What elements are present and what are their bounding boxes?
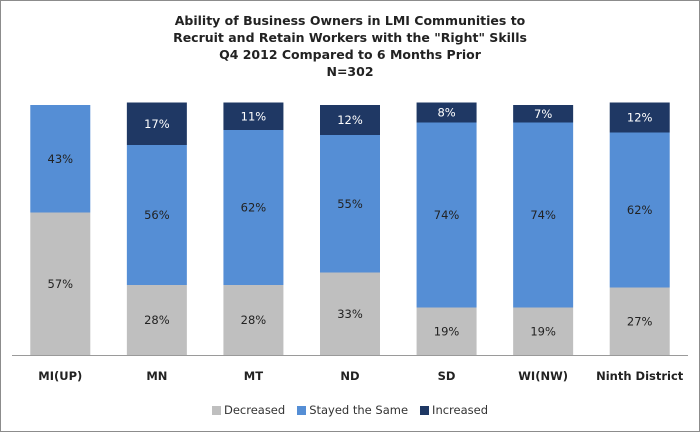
- x-tick-label-ninth-district: Ninth District: [596, 369, 684, 383]
- bar-segment-sd-decreased: [416, 307, 477, 355]
- bar-segment-mt-stayed-the-same: [223, 130, 284, 285]
- bar-segment-wi-nw-decreased: [513, 307, 574, 355]
- x-tick-label-sd: SD: [438, 369, 456, 383]
- data-label-mi-up-decreased: 57%: [48, 277, 74, 291]
- chart-title-line-2: Recruit and Retain Workers with the "Rig…: [173, 30, 527, 45]
- legend-swatch-stayed-the-same: [297, 405, 307, 415]
- data-label-sd-decreased: 19%: [434, 324, 460, 338]
- data-label-mn-stayed-the-same: 56%: [144, 208, 170, 222]
- data-label-wi-nw-decreased: 19%: [530, 324, 556, 338]
- x-tick-label-mi-up: MI(UP): [38, 369, 82, 383]
- bar-segment-mn-stayed-the-same: [126, 145, 187, 285]
- bar-segment-nd-increased: [320, 105, 380, 135]
- data-label-ninth-district-stayed-the-same: 62%: [627, 203, 653, 217]
- data-label-nd-stayed-the-same: 55%: [337, 197, 363, 211]
- chart-title: Ability of Business Owners in LMI Commun…: [0, 12, 700, 80]
- data-label-sd-increased: 8%: [437, 106, 455, 120]
- x-tick-label-wi-nw: WI(NW): [518, 369, 568, 383]
- bar-segment-wi-nw-stayed-the-same: [513, 122, 574, 308]
- bar-segment-mn-increased: [126, 102, 187, 145]
- bar-segment-ninth-district-increased: [609, 102, 670, 133]
- bar-segment-mt-increased: [223, 102, 284, 130]
- bar-segment-mi-up-decreased: [30, 212, 91, 355]
- data-label-wi-nw-stayed-the-same: 74%: [530, 208, 556, 222]
- bar-segment-sd-increased: [416, 102, 477, 123]
- data-label-ninth-district-decreased: 27%: [627, 314, 653, 328]
- x-tick-label-nd: ND: [340, 369, 359, 383]
- data-label-mt-decreased: 28%: [241, 313, 267, 327]
- legend-label-stayed-the-same: Stayed the Same: [309, 403, 409, 417]
- data-label-ninth-district-increased: 12%: [627, 111, 653, 125]
- bar-segment-ninth-district-stayed-the-same: [609, 132, 670, 288]
- bar-segment-nd-stayed-the-same: [320, 135, 380, 273]
- legend-item-stayed-the-same: Stayed the Same: [297, 403, 408, 417]
- bar-segment-wi-nw-increased: [513, 105, 574, 123]
- legend-label-decreased: Decreased: [223, 403, 286, 417]
- x-tick-label-mn: MN: [146, 369, 167, 383]
- data-label-mn-decreased: 28%: [144, 313, 170, 327]
- legend-item-increased: Increased: [420, 403, 488, 417]
- legend-label-increased: Increased: [432, 403, 489, 417]
- bar-segment-ninth-district-decreased: [609, 287, 670, 355]
- data-label-wi-nw-increased: 7%: [534, 107, 552, 121]
- chart-legend: Decreased Stayed the Same Increased: [0, 403, 700, 417]
- bar-segment-mt-decreased: [223, 285, 284, 355]
- data-label-mi-up-stayed-the-same: 43%: [48, 152, 74, 166]
- chart-title-line-4: N=302: [326, 64, 374, 79]
- data-label-nd-increased: 12%: [337, 113, 363, 127]
- chart-title-line-1: Ability of Business Owners in LMI Commun…: [174, 13, 526, 28]
- chart-title-line-3: Q4 2012 Compared to 6 Months Prior: [219, 47, 481, 62]
- data-label-mt-increased: 11%: [241, 109, 267, 123]
- legend-swatch-increased: [420, 405, 430, 415]
- legend-swatch-decreased: [211, 405, 221, 415]
- bar-segment-nd-decreased: [320, 272, 380, 355]
- bar-segment-mn-decreased: [126, 285, 187, 355]
- data-label-mt-stayed-the-same: 62%: [241, 201, 267, 215]
- data-label-sd-stayed-the-same: 74%: [434, 208, 460, 222]
- x-tick-label-mt: MT: [244, 369, 263, 383]
- legend-item-decreased: Decreased: [211, 403, 286, 417]
- data-label-mn-increased: 17%: [144, 117, 170, 131]
- bar-segment-mi-up-stayed-the-same: [30, 105, 91, 213]
- data-label-nd-decreased: 33%: [337, 307, 363, 321]
- bar-segment-sd-stayed-the-same: [416, 122, 477, 308]
